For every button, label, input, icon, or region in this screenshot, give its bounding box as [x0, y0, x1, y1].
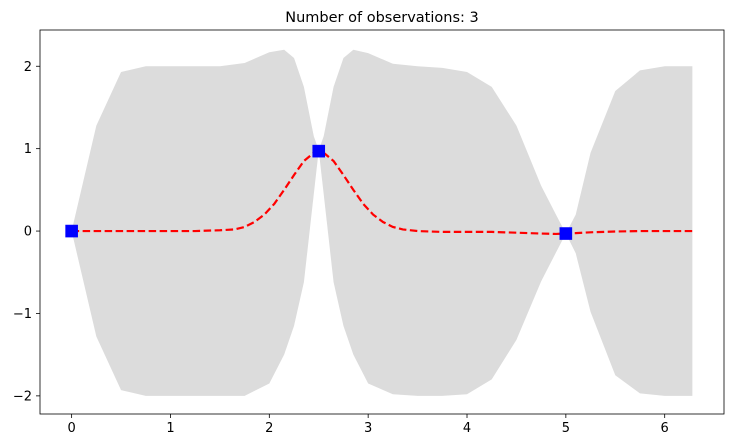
x-tick-label: 0: [67, 421, 75, 436]
observation-point: [65, 224, 78, 238]
chart-title: Number of observations: 3: [285, 10, 478, 26]
confidence-band: [71, 49, 693, 396]
x-axis-ticks: 0 1 2 3 4 5 6: [67, 414, 669, 436]
observation-marker-layer: [65, 144, 573, 240]
axes-frame: [39, 29, 725, 415]
mean-line-0: [71, 149, 693, 236]
y-tick-label: 2: [24, 60, 32, 75]
y-tick-label: 0: [24, 225, 32, 240]
y-tick-label: −2: [13, 389, 32, 404]
observation-point: [312, 144, 326, 158]
confidence-band-layer: [71, 49, 693, 396]
x-tick-label: 5: [562, 421, 570, 436]
y-tick-label: −1: [13, 307, 32, 322]
x-tick-label: 3: [364, 421, 372, 436]
x-tick-label: 1: [166, 421, 174, 436]
x-tick-label: 4: [463, 421, 471, 436]
mean-line-layer: [71, 149, 693, 236]
y-tick-label: 1: [24, 142, 32, 157]
x-tick-label: 6: [661, 421, 669, 436]
y-axis-ticks: −2 −1 0 1 2: [13, 60, 40, 404]
observation-point: [559, 227, 573, 240]
x-tick-label: 2: [265, 421, 273, 436]
